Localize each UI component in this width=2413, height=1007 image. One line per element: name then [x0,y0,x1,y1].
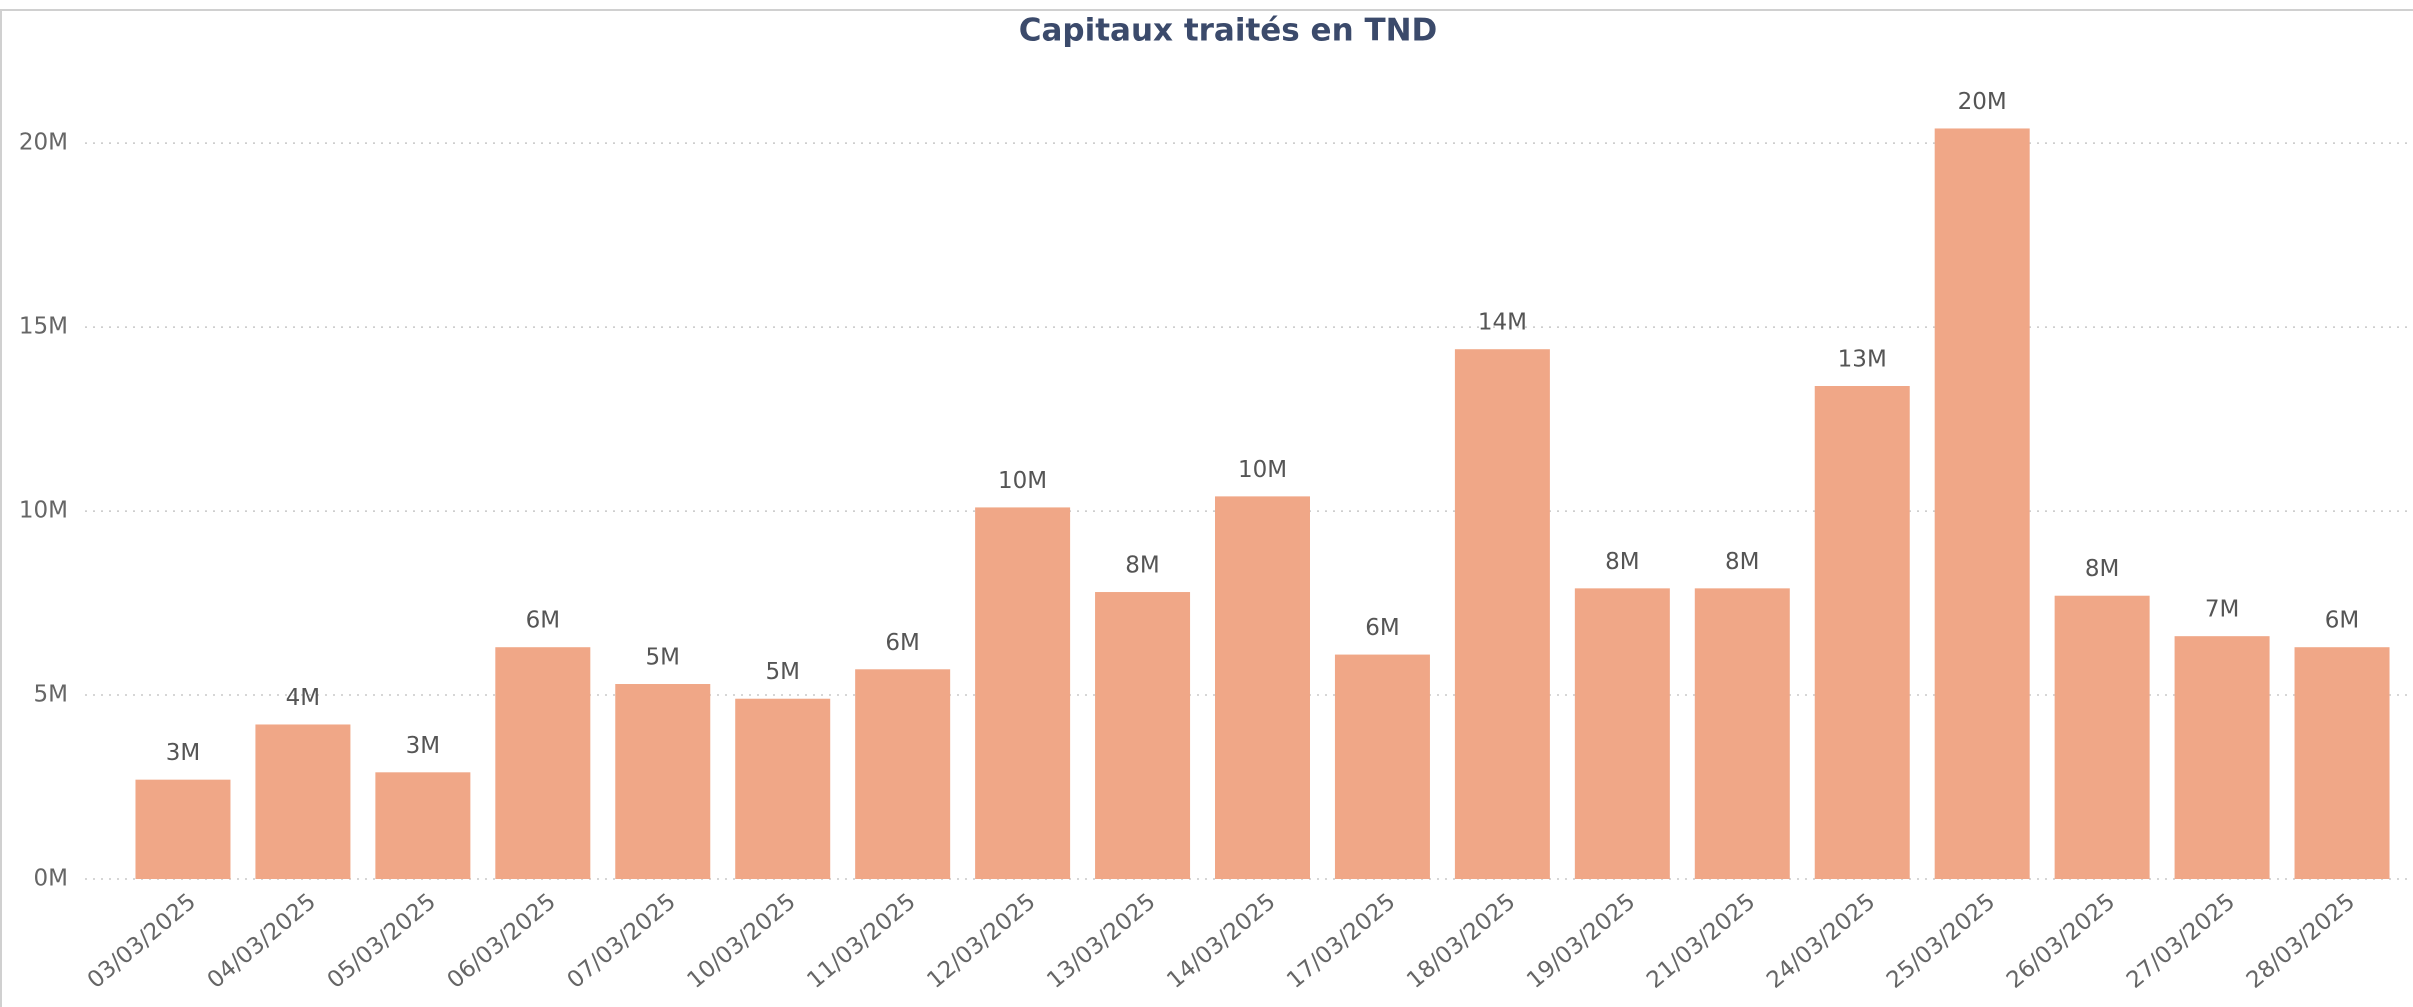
bar [615,684,711,879]
x-tick-label: 14/03/2025 [1162,889,1280,994]
x-tick-label: 24/03/2025 [1762,889,1880,994]
x-tick-label: 04/03/2025 [203,889,321,994]
bar [1334,654,1430,879]
x-tick-label: 25/03/2025 [1882,889,2000,994]
bar [375,772,471,879]
bar [1095,592,1191,879]
data-label: 6M [2325,608,2359,634]
bar [975,507,1071,879]
x-tick-label: 28/03/2025 [2242,889,2360,994]
x-tick-label: 19/03/2025 [1522,889,1640,994]
x-tick-label: 03/03/2025 [83,889,201,994]
data-label: 3M [406,733,440,759]
x-tick-label: 27/03/2025 [2122,889,2240,994]
x-tick-label: 21/03/2025 [1642,889,1760,994]
x-tick-label: 18/03/2025 [1402,889,1520,994]
bar [255,724,351,879]
data-label: 5M [765,659,799,685]
x-tick-label: 07/03/2025 [563,889,681,994]
y-tick-label: 20M [19,130,68,156]
bar [2054,595,2150,879]
bar [2174,636,2270,879]
x-tick-label: 12/03/2025 [922,889,1040,994]
data-label: 5M [646,645,680,671]
x-tick-label: 26/03/2025 [2002,889,2120,994]
y-tick-label: 10M [19,498,68,524]
bar [495,647,591,879]
data-label: 3M [166,740,200,766]
frame [0,9,2413,1007]
data-label: 4M [286,685,320,711]
bar [2294,647,2390,879]
data-label: 8M [2085,556,2119,582]
y-tick-label: 5M [34,682,68,708]
bar [1934,128,2030,879]
y-tick-label: 0M [34,866,68,892]
bar [1215,496,1310,879]
bar [735,698,831,879]
chart-title: Capitaux traités en TND [1019,13,1438,49]
data-label: 10M [998,468,1047,494]
bar [135,779,231,879]
x-tick-label: 10/03/2025 [682,889,800,994]
data-label: 14M [1478,310,1527,336]
bar [1574,588,1670,879]
data-label: 6M [1365,615,1399,641]
data-label: 13M [1838,347,1887,373]
data-label: 10M [1238,457,1287,483]
x-tick-label: 13/03/2025 [1042,889,1160,994]
x-tick-label: 17/03/2025 [1282,889,1400,994]
x-tick-label: 11/03/2025 [802,889,920,994]
data-label: 20M [1958,89,2007,115]
x-tick-label: 05/03/2025 [323,889,441,994]
data-label: 7M [2205,597,2239,623]
bar [1454,349,1550,879]
bar [1814,386,1910,879]
data-label: 6M [526,608,560,634]
y-tick-label: 15M [19,314,68,340]
data-label: 8M [1125,553,1159,579]
data-label: 8M [1605,549,1639,575]
bar [855,669,951,879]
bar [1694,588,1790,879]
data-label: 8M [1725,549,1759,575]
x-tick-label: 06/03/2025 [443,889,561,994]
data-label: 6M [885,630,919,656]
